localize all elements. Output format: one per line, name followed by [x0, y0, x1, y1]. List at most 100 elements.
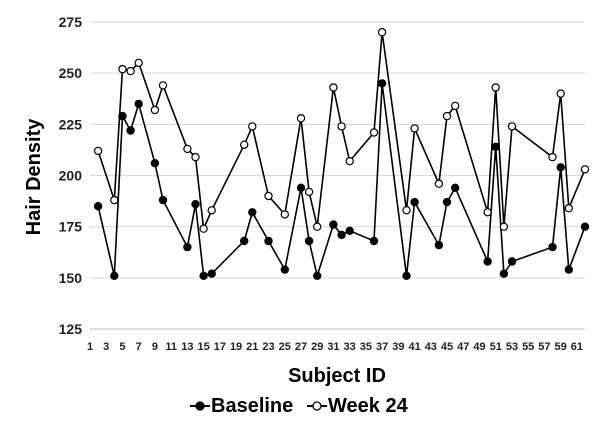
x-tick-label: 45: [441, 341, 453, 353]
week-24-point: [377, 28, 387, 37]
series-lines: [97, 32, 586, 279]
series-line-baseline: [97, 83, 586, 279]
week-24-point: [499, 222, 509, 231]
legend-swatch-marker: [312, 401, 322, 411]
week-24-point: [191, 152, 200, 162]
week-24-point: [507, 122, 517, 131]
baseline-point: [556, 163, 565, 172]
baseline-point: [369, 236, 379, 246]
legend-label: Baseline: [211, 395, 293, 417]
legend-label: Week 24: [328, 395, 409, 417]
week-24-point: [345, 156, 354, 166]
baseline-point: [134, 99, 143, 109]
baseline-point: [118, 111, 127, 121]
x-tick-label: 51: [490, 341, 502, 353]
baseline-point: [377, 79, 387, 88]
x-axis-title: Subject ID: [288, 365, 386, 387]
week-24-point: [183, 144, 192, 154]
baseline-point: [93, 201, 103, 211]
baseline-point: [410, 197, 419, 207]
week-24-point: [264, 191, 273, 201]
week-24-point: [410, 124, 419, 133]
baseline-point: [280, 265, 289, 274]
x-tick-label: 27: [295, 341, 307, 353]
week-24-point: [369, 128, 379, 137]
week-24-point: [239, 140, 249, 149]
baseline-point: [264, 236, 273, 246]
x-tick-label: 23: [262, 341, 274, 353]
baseline-point: [483, 257, 492, 266]
x-tick-label: 59: [555, 341, 567, 353]
y-tick-label: 250: [59, 65, 83, 81]
baseline-point: [564, 265, 574, 274]
x-tick-label: 9: [152, 341, 158, 353]
week-24-point: [118, 64, 127, 74]
week-24-point: [199, 224, 208, 233]
x-tick-label: 29: [311, 341, 323, 353]
y-tick-label: 175: [59, 219, 83, 235]
baseline-point: [199, 271, 208, 280]
baseline-point: [313, 271, 322, 280]
baseline-point: [248, 208, 257, 217]
week-24-point: [248, 122, 257, 131]
baseline-point: [491, 142, 500, 151]
baseline-point: [337, 230, 346, 240]
x-tick-label: 61: [571, 341, 583, 353]
week-24-point: [158, 81, 168, 90]
x-tick-label: 49: [473, 341, 485, 353]
baseline-point: [548, 242, 557, 252]
x-tick-label: 21: [246, 341, 258, 353]
x-tick-label: 39: [392, 341, 404, 353]
week-24-point: [110, 195, 119, 205]
baseline-point: [207, 269, 216, 278]
x-tick-label: 1: [87, 341, 93, 353]
x-tick-label: 55: [522, 341, 534, 353]
week-24-point: [329, 83, 338, 92]
legend-swatch-marker: [195, 401, 205, 411]
x-tick-label: 43: [425, 341, 437, 353]
baseline-point: [402, 271, 411, 280]
x-tick-label: 5: [119, 341, 125, 353]
baseline-point: [507, 257, 517, 266]
week-24-point: [556, 89, 565, 98]
week-24-point: [313, 222, 322, 231]
week-24-point: [442, 111, 452, 121]
baseline-point: [191, 199, 200, 209]
baseline-point: [499, 269, 509, 278]
baseline-point: [434, 240, 444, 250]
x-tick-label: 47: [457, 341, 469, 353]
baseline-point: [150, 158, 160, 168]
baseline-point: [296, 183, 306, 192]
x-tick-label: 19: [230, 341, 242, 353]
week-24-point: [491, 83, 500, 92]
y-tick-label: 225: [59, 116, 83, 132]
data-markers: [93, 28, 590, 280]
series-line-week-24: [97, 32, 586, 232]
week-24-point: [280, 210, 289, 219]
x-tick-label: 41: [408, 341, 420, 353]
x-tick-label: 37: [376, 341, 388, 353]
baseline-point: [304, 236, 314, 246]
gridlines: [90, 21, 585, 279]
week-24-point: [126, 66, 135, 76]
baseline-point: [442, 197, 452, 207]
baseline-point: [126, 126, 135, 135]
week-24-point: [548, 152, 557, 162]
week-24-point: [580, 165, 590, 174]
week-24-point: [150, 105, 160, 115]
y-axis-title: Hair Density: [23, 118, 45, 236]
week-24-point: [483, 208, 492, 217]
baseline-point: [451, 183, 460, 192]
baseline-point: [580, 222, 590, 231]
y-tick-label: 125: [59, 321, 83, 337]
x-tick-label: 15: [197, 341, 209, 353]
baseline-point: [158, 195, 168, 205]
x-tick-label: 11: [165, 341, 177, 353]
x-tick-label: 3: [103, 341, 109, 353]
y-tick-label: 275: [59, 14, 83, 30]
x-tick-label: 53: [506, 341, 518, 353]
week-24-point: [451, 101, 460, 111]
